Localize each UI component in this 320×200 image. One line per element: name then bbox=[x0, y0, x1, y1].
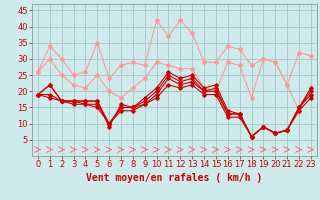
X-axis label: Vent moyen/en rafales ( km/h ): Vent moyen/en rafales ( km/h ) bbox=[86, 173, 262, 183]
